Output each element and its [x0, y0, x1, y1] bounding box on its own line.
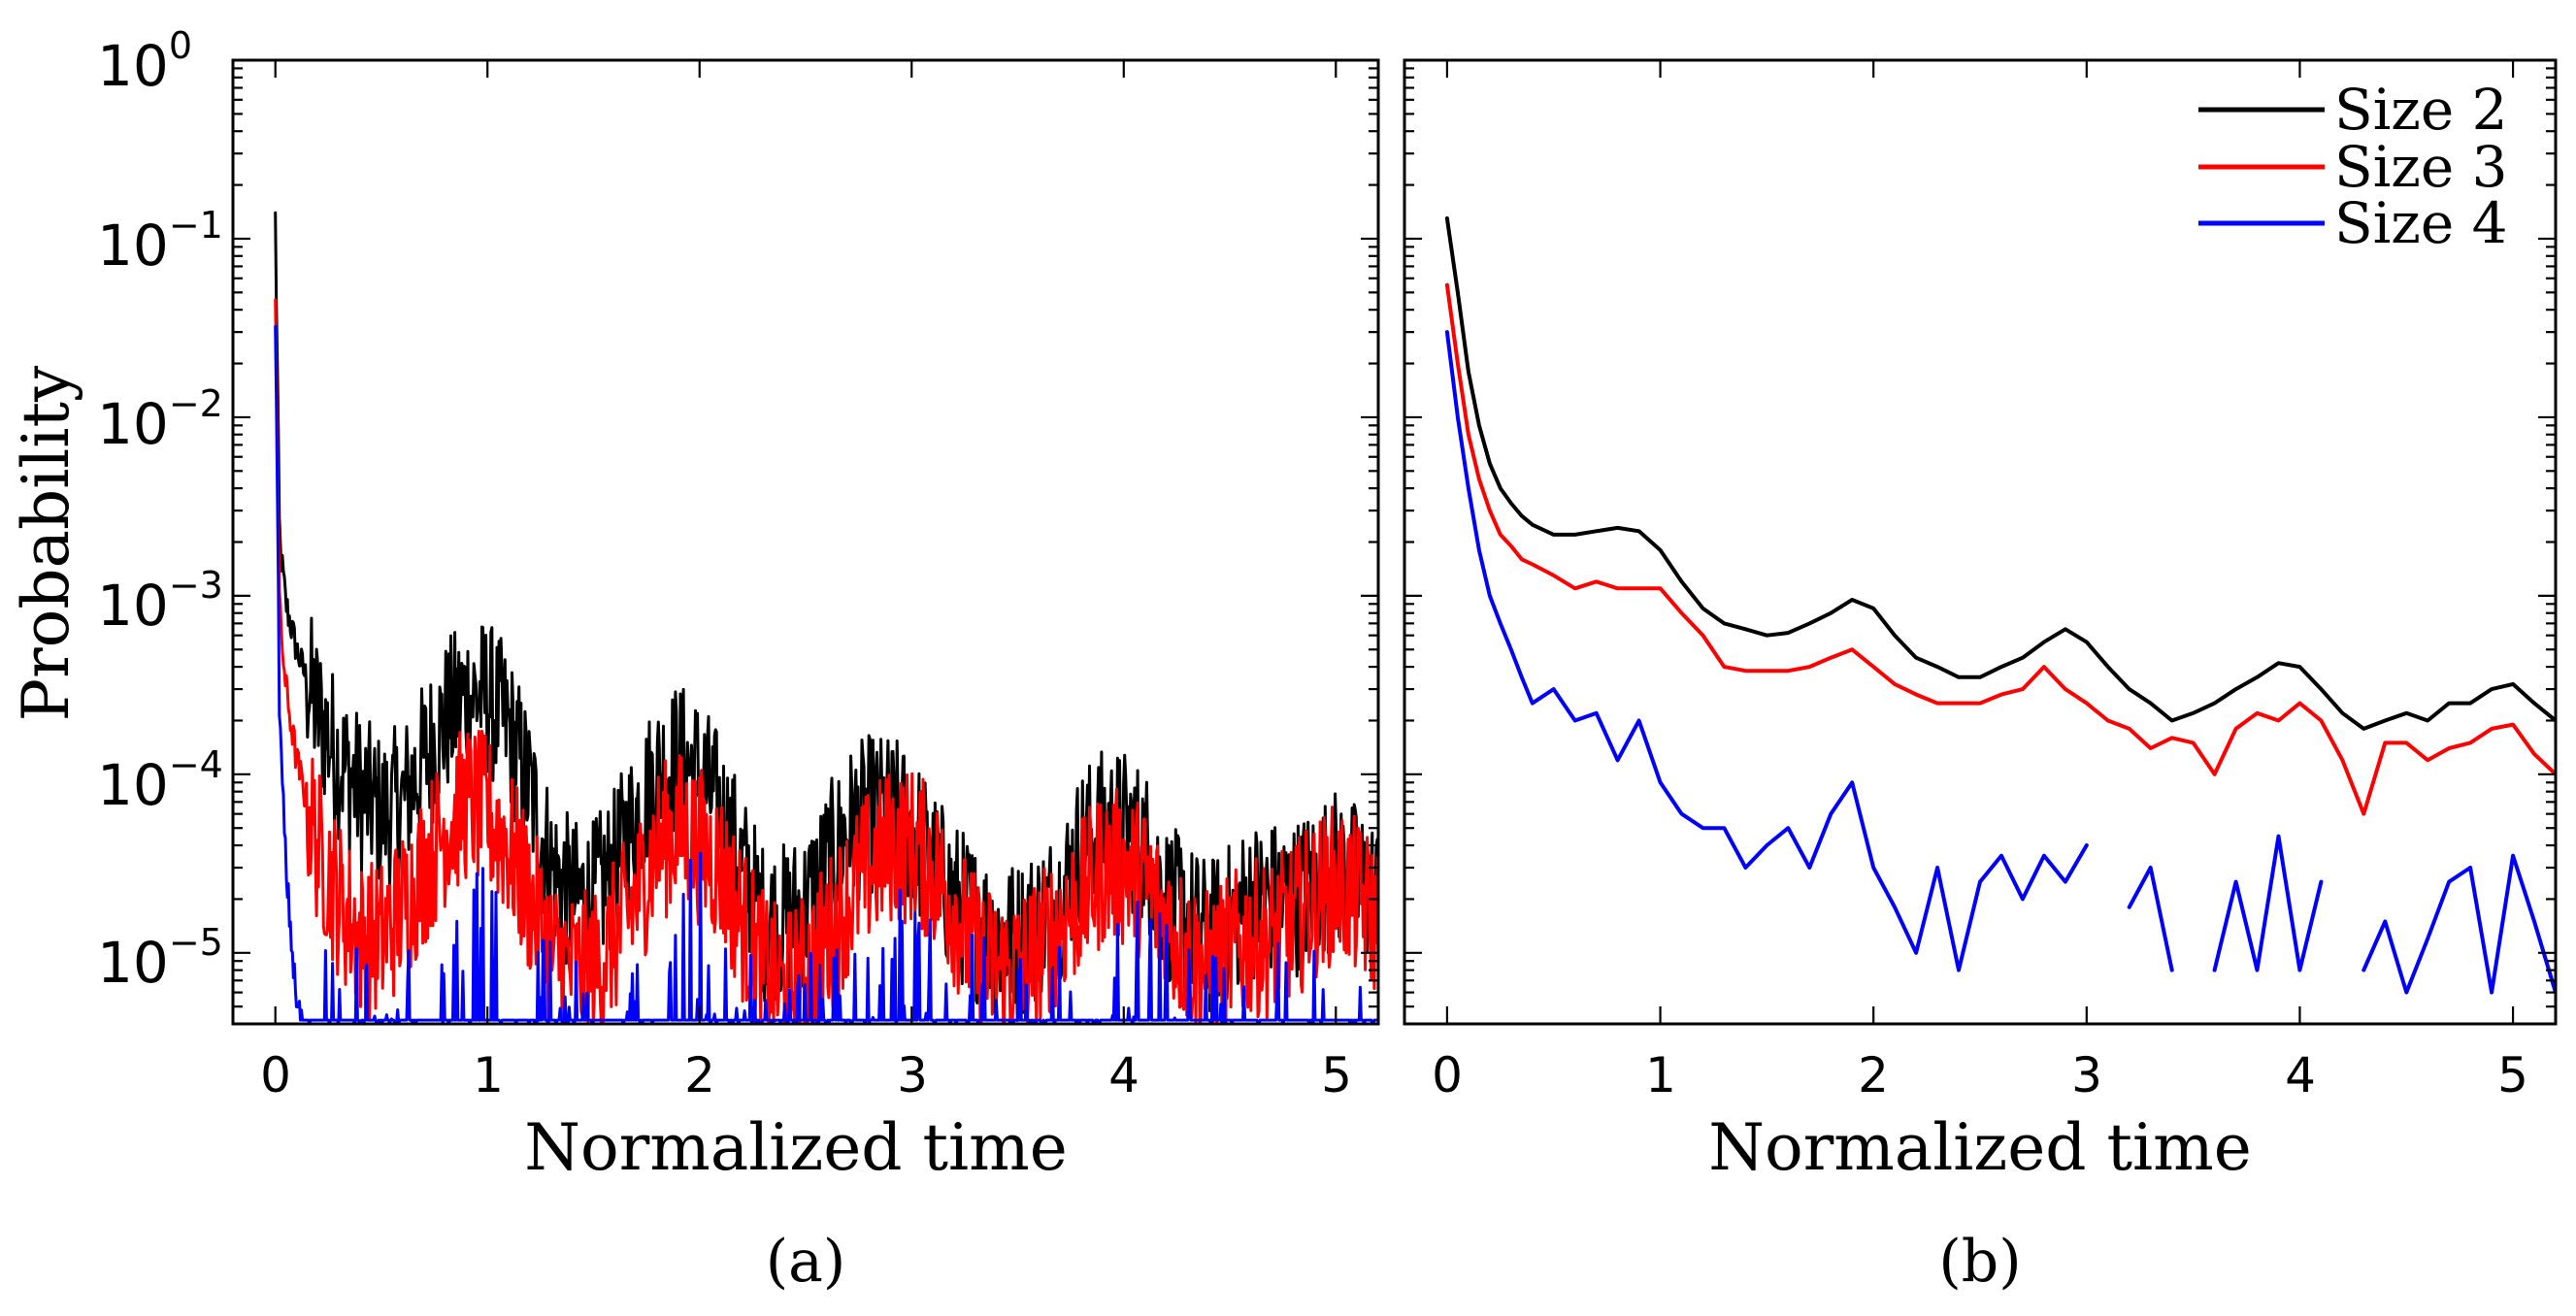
panel-a-xlabel: Normalized time: [524, 1110, 1068, 1185]
panel-b-xtick-labels: 0 1 2 3 4 5: [1432, 1047, 2528, 1103]
panel-b-xlabel: Normalized time: [1708, 1110, 2252, 1185]
panel-b: 0 1 2 3 4 5 Normalized time (b) Size 2 S…: [1403, 58, 2558, 1296]
ytick-label: 100: [97, 24, 192, 99]
panel-a-series: [274, 211, 1378, 1024]
xtick-label: 1: [473, 1047, 504, 1103]
panel-a-ticks: [233, 58, 1378, 1026]
panel-b-label: (b): [1938, 1228, 2021, 1296]
panel-a-xtick-labels: 0 1 2 3 4 5: [260, 1047, 1352, 1103]
legend-entry-size-4: Size 4: [2198, 190, 2508, 256]
xtick-label: 0: [1432, 1047, 1463, 1103]
ytick-label: 10−3: [97, 564, 223, 639]
xtick-label: 3: [2071, 1047, 2102, 1103]
legend-entry-size-2: Size 2: [2198, 77, 2508, 143]
series-size-2: [1444, 216, 2556, 731]
ytick-label: 10−5: [97, 921, 223, 996]
xtick-label: 3: [897, 1047, 928, 1103]
panel-a-label: (a): [766, 1228, 846, 1296]
legend-label-size-2: Size 2: [2334, 77, 2508, 143]
series-size-4: [1444, 330, 2556, 995]
panel-b-series: [1444, 216, 2556, 995]
panel-a-ytick-labels: 10−5 10−4 10−3 10−2 10−1 100: [97, 24, 223, 996]
xtick-label: 4: [1108, 1047, 1139, 1103]
legend-label-size-3: Size 3: [2334, 134, 2508, 200]
legend: Size 2 Size 3 Size 4: [2198, 77, 2508, 256]
legend-entry-size-3: Size 3: [2198, 134, 2508, 200]
xtick-label: 4: [2285, 1047, 2316, 1103]
xtick-label: 2: [1858, 1047, 1889, 1103]
xtick-label: 2: [684, 1047, 715, 1103]
xtick-label: 5: [1321, 1047, 1352, 1103]
xtick-label: 0: [260, 1047, 291, 1103]
ytick-label: 10−4: [97, 743, 223, 818]
panel-b-ticks: [1404, 58, 2556, 1026]
panel-a-ylabel: Probability: [9, 365, 83, 721]
panel-a: 10−5 10−4 10−3 10−2 10−1 100 0 1 2 3: [9, 24, 1380, 1296]
series-size-4: [274, 324, 1378, 1024]
legend-label-size-4: Size 4: [2334, 190, 2508, 256]
xtick-label: 1: [1645, 1047, 1676, 1103]
xtick-label: 5: [2497, 1047, 2528, 1103]
series-size-3: [274, 298, 1378, 1024]
ytick-label: 10−1: [97, 204, 223, 279]
ytick-label: 10−2: [97, 382, 223, 457]
series-size-3: [1444, 282, 2556, 816]
